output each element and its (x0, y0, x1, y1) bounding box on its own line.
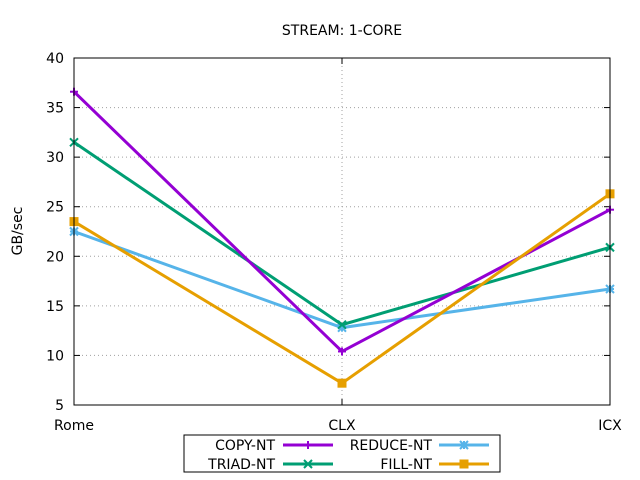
x-axis: Rome CLX ICX (54, 58, 622, 434)
y-tick-label: 35 (46, 101, 64, 117)
legend-item-fill-nt: FILL-NT (380, 457, 489, 473)
legend-label: REDUCE-NT (350, 438, 433, 454)
series-reduce-nt (69, 226, 615, 333)
legend-item-triad-nt: TRIAD-NT (207, 457, 333, 473)
y-tick-label: 10 (46, 348, 64, 364)
y-tick-label: 20 (46, 249, 64, 265)
y-tick-label: 25 (46, 200, 64, 216)
y-axis: 5 10 15 20 25 30 35 40 (46, 51, 610, 414)
x-tick-label: ICX (598, 418, 622, 434)
legend-item-reduce-nt: REDUCE-NT (350, 438, 489, 454)
data-point (338, 347, 346, 356)
data-point (459, 459, 469, 469)
legend-label: COPY-NT (215, 438, 275, 454)
y-tick-label: 15 (46, 299, 64, 315)
series-fill-nt (69, 189, 615, 388)
y-tick-label: 5 (55, 398, 64, 414)
y-tick-label: 40 (46, 51, 64, 67)
series-layer (69, 87, 615, 388)
legend-box (183, 434, 501, 473)
series-copy-nt (70, 87, 614, 356)
x-tick-label: Rome (54, 418, 94, 434)
data-point (304, 441, 312, 449)
data-point (337, 319, 347, 330)
x-tick-label: CLX (328, 418, 356, 434)
series-line (73, 230, 611, 330)
legend-label: TRIAD-NT (207, 457, 275, 473)
y-axis-label: GB/sec (10, 207, 26, 256)
plot-frame (73, 57, 611, 406)
y-tick-label: 30 (46, 150, 64, 166)
data-point (303, 459, 313, 469)
data-point (459, 440, 469, 450)
legend: COPY-NT REDUCE-NT TRIAD-NT FILL-NT (183, 434, 501, 473)
legend-item-copy-nt: COPY-NT (215, 438, 333, 454)
legend-label: FILL-NT (380, 457, 432, 473)
chart-title: STREAM: 1-CORE (282, 23, 402, 39)
data-point (337, 378, 347, 388)
